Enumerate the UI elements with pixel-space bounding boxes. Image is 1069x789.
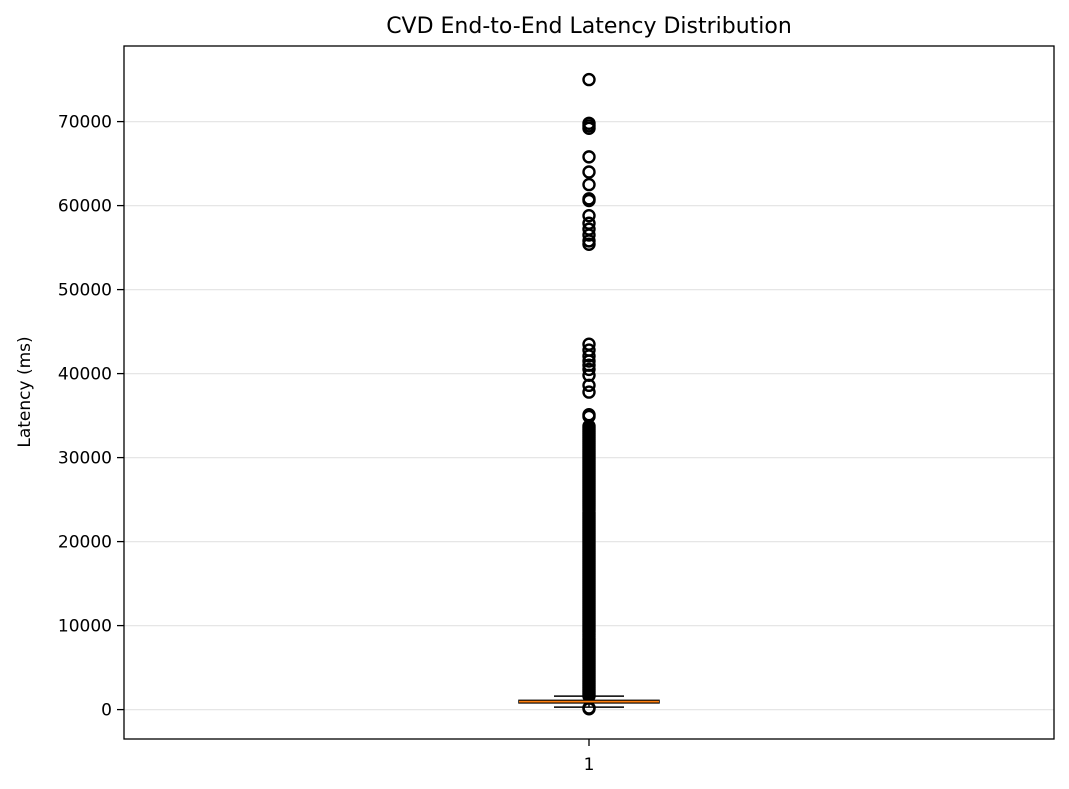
outlier-point — [582, 72, 596, 87]
y-tick-label: 50000 — [58, 281, 112, 301]
outlier-point — [582, 208, 596, 223]
y-tick-label: 0 — [101, 701, 112, 721]
chart-title: CVD End-to-End Latency Distribution — [386, 14, 792, 39]
y-axis-label: Latency (ms) — [15, 336, 35, 447]
outlier-point — [582, 362, 596, 377]
outlier-point — [582, 349, 596, 363]
outlier-point — [582, 354, 596, 368]
outlier-points — [582, 72, 596, 716]
y-axis-ticks: 0 10000 20000 30000 40000 50000 60000 70000 — [58, 113, 124, 721]
y-tick-label: 40000 — [58, 365, 112, 385]
y-tick-label: 20000 — [58, 533, 112, 553]
plot-frame — [123, 45, 1055, 740]
outlier-point — [582, 378, 596, 393]
outlier-point — [582, 385, 596, 399]
y-tick-label: 30000 — [58, 449, 112, 469]
outlier-point — [582, 121, 596, 136]
y-tick-label: 60000 — [58, 197, 112, 217]
outlier-point — [582, 237, 596, 251]
x-tick-label: 1 — [584, 755, 595, 775]
outlier-point — [582, 177, 596, 192]
outlier-point — [582, 228, 596, 242]
outlier-point — [582, 150, 596, 164]
box-element — [518, 695, 660, 708]
outlier-point — [582, 165, 596, 179]
outlier-point — [582, 409, 596, 424]
y-tick-label: 70000 — [58, 113, 112, 133]
outlier-point — [582, 193, 596, 208]
x-axis-ticks: 1 — [584, 739, 595, 775]
y-tick-label: 10000 — [58, 617, 112, 637]
